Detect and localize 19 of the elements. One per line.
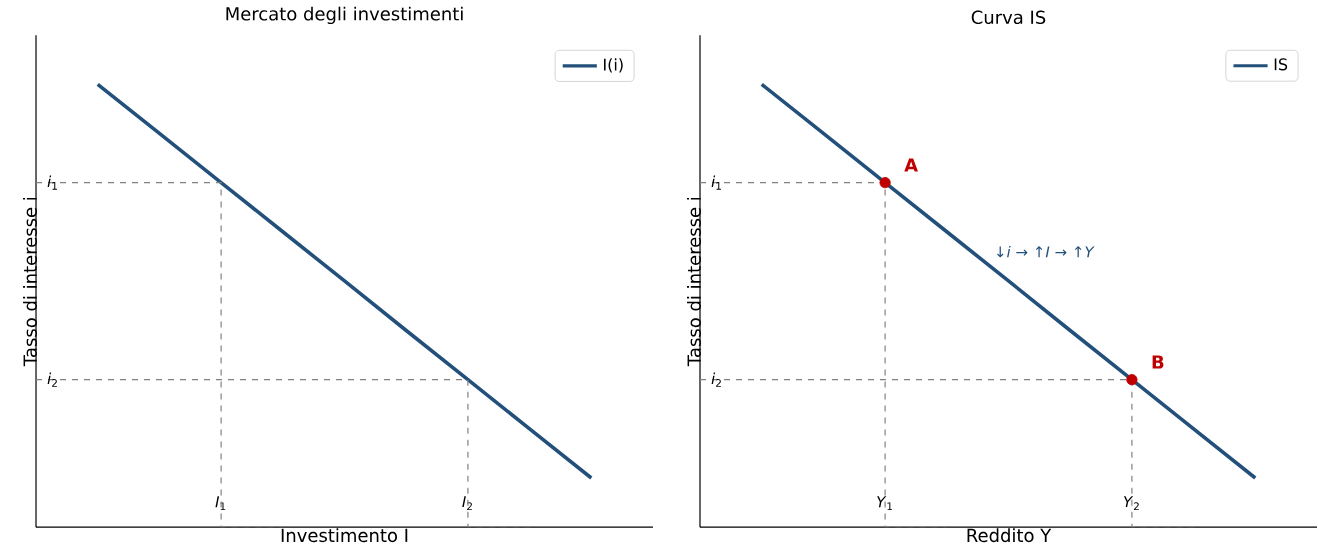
y-axis-title: Tasso di interesse i [23,197,37,367]
annotation: ↓i → ↑I → ↑Y [997,245,1095,258]
x-tick-label: I$_{2}$ [462,496,472,511]
annotation: i$_{1}$ [711,175,721,190]
legend-label: IS [1274,58,1288,71]
y-axis-title: Tasso di interesse i [687,197,701,367]
x-axis-title: Investimento I [281,528,408,543]
x-tick-label: Y$_{2}$ [1123,496,1139,511]
x-tick-label: I$_{1}$ [215,496,226,511]
annotation: A [904,158,918,172]
legend-label: I(i) [604,58,623,73]
annotation: i$_{2}$ [711,372,721,387]
annotation: i$_{1}$ [47,175,57,190]
x-axis-title: Reddito Y [967,528,1052,543]
annotation: i$_{2}$ [47,372,57,387]
annotation: B [1152,355,1164,369]
x-tick-label: Y$_{1}$ [877,496,893,511]
chart-title: Curva IS [971,10,1046,25]
chart-title: Mercato degli investimenti [226,6,463,25]
